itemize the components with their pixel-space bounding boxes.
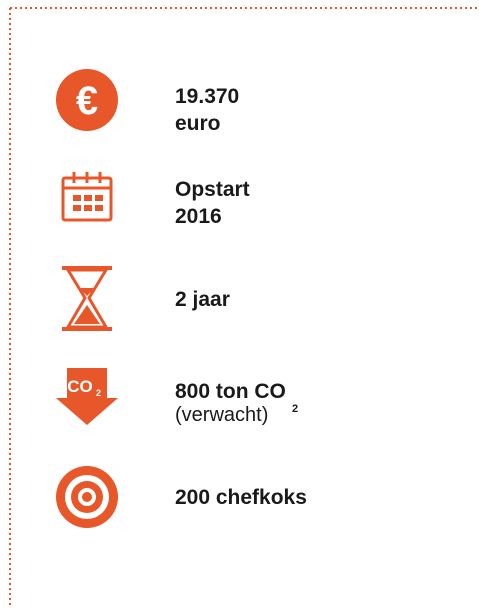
item-detail: (verwacht) bbox=[175, 404, 268, 426]
co2-icon-subscript: 2 bbox=[96, 388, 101, 398]
item-line: 19.370 bbox=[175, 85, 239, 108]
item-line: euro bbox=[175, 112, 221, 135]
euro-icon: € bbox=[56, 69, 118, 131]
item-line: 800 ton CO bbox=[175, 380, 286, 403]
co2-icon: CO 2 bbox=[56, 368, 118, 425]
item-line: 2016 bbox=[175, 205, 222, 228]
subscript: 2 bbox=[292, 403, 298, 415]
item-line: 200 chefkoks bbox=[175, 486, 307, 509]
item-line: 2 jaar bbox=[175, 288, 230, 311]
co2-icon-text: CO bbox=[67, 377, 93, 396]
target-icon bbox=[56, 466, 118, 528]
calendar-icon bbox=[61, 172, 113, 222]
item-line: Opstart bbox=[175, 178, 250, 201]
hourglass-icon bbox=[62, 266, 112, 331]
euro-sign: € bbox=[76, 79, 98, 123]
